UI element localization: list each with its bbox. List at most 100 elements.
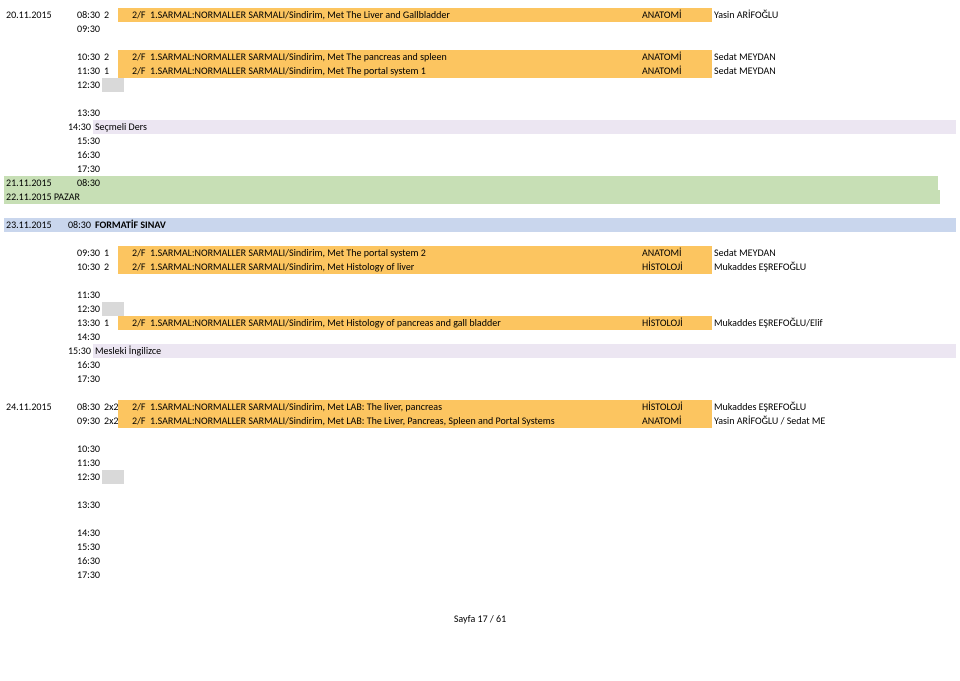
instructor-cell xyxy=(757,120,956,134)
department-cell: ANATOMİ xyxy=(640,414,712,428)
department-cell xyxy=(646,358,718,372)
schedule-row: 10:3022/F1.SARMAL:NORMALLER SARMALI/Sind… xyxy=(4,260,956,274)
description-cell xyxy=(154,372,646,386)
date-cell xyxy=(4,120,60,134)
instructor-cell xyxy=(718,526,938,540)
time-cell: 15:30 xyxy=(60,344,93,358)
page-footer: Sayfa 17 / 61 xyxy=(4,582,956,625)
date-cell xyxy=(4,498,66,512)
date-cell xyxy=(4,106,66,120)
date-cell xyxy=(4,414,66,428)
date-cell xyxy=(4,372,66,386)
department-cell: HİSTOLOJİ xyxy=(640,400,712,414)
date-cell xyxy=(4,358,66,372)
empty-cell xyxy=(102,190,940,204)
instructor-cell: Mukaddes EŞREFOĞLU/Elif xyxy=(712,316,932,330)
schedule-row: 16:30 xyxy=(4,358,956,372)
schedule-row: 13:30 xyxy=(4,106,956,120)
qty-cell xyxy=(102,498,124,512)
qty-cell xyxy=(102,134,124,148)
spacer-row xyxy=(4,232,956,246)
group-cell xyxy=(124,162,154,176)
time-cell: 12:30 xyxy=(66,78,102,92)
qty-cell xyxy=(102,568,124,582)
department-cell: HİSTOLOJİ xyxy=(640,260,712,274)
instructor-cell xyxy=(718,358,938,372)
date-cell xyxy=(4,64,66,78)
description-cell xyxy=(154,498,646,512)
schedule-row: 12:30 xyxy=(4,470,956,484)
department-cell xyxy=(646,162,718,176)
department-cell xyxy=(646,106,718,120)
date-cell xyxy=(4,22,66,36)
date-cell xyxy=(4,316,66,330)
description-cell xyxy=(154,22,646,36)
schedule-row: 20.11.201508:3022/F1.SARMAL:NORMALLER SA… xyxy=(4,8,956,22)
qty-cell xyxy=(102,302,124,316)
description-cell xyxy=(247,218,692,232)
description-cell xyxy=(247,344,692,358)
description-cell xyxy=(154,526,646,540)
schedule-row: 16:30 xyxy=(4,554,956,568)
qty-cell xyxy=(102,22,124,36)
instructor-cell: Yasin ARİFOĞLU xyxy=(712,8,932,22)
time-cell: 13:30 xyxy=(66,106,102,120)
date-cell: 23.11.2015 xyxy=(4,218,60,232)
qty-cell: Mesleki İngilizce xyxy=(93,344,220,358)
group-cell xyxy=(124,176,154,190)
time-cell: 11:30 xyxy=(66,64,102,78)
department-cell xyxy=(646,470,718,484)
instructor-cell xyxy=(718,162,938,176)
date-cell: 24.11.2015 xyxy=(4,400,66,414)
group-cell xyxy=(220,120,247,134)
schedule-row: 12:30 xyxy=(4,78,956,92)
schedule-row: 15:30 xyxy=(4,134,956,148)
group-cell xyxy=(124,106,154,120)
department-cell xyxy=(646,498,718,512)
group-cell xyxy=(124,568,154,582)
department-cell xyxy=(646,134,718,148)
time-cell: 17:30 xyxy=(66,568,102,582)
description-cell: 1.SARMAL:NORMALLER SARMALI/Sindirim, Met… xyxy=(148,414,640,428)
schedule-row: 09:3012/F1.SARMAL:NORMALLER SARMALI/Sind… xyxy=(4,246,956,260)
instructor-cell: Sedat MEYDAN xyxy=(712,64,932,78)
group-cell: 2/F xyxy=(118,414,148,428)
date-cell xyxy=(4,540,66,554)
group-cell xyxy=(124,498,154,512)
description-cell: 1.SARMAL:NORMALLER SARMALI/Sindirim, Met… xyxy=(148,316,640,330)
qty-cell xyxy=(102,526,124,540)
description-cell xyxy=(154,134,646,148)
instructor-cell xyxy=(718,106,938,120)
time-cell: 16:30 xyxy=(66,148,102,162)
department-cell: HİSTOLOJİ xyxy=(640,316,712,330)
date-cell: 21.11.2015 xyxy=(4,176,66,190)
date-cell xyxy=(4,246,66,260)
department-cell xyxy=(646,330,718,344)
time-cell: 10:30 xyxy=(66,442,102,456)
time-cell: 08:30 xyxy=(66,176,102,190)
schedule-row: 17:30 xyxy=(4,162,956,176)
description-cell xyxy=(154,162,646,176)
schedule-row: 12:30 xyxy=(4,302,956,316)
date-cell xyxy=(4,134,66,148)
time-cell: 14:30 xyxy=(60,120,93,134)
group-cell xyxy=(124,470,154,484)
description-cell xyxy=(154,176,646,190)
instructor-cell xyxy=(718,176,938,190)
department-cell: ANATOMİ xyxy=(640,64,712,78)
date-cell xyxy=(4,330,66,344)
time-cell: 12:30 xyxy=(66,302,102,316)
description-cell xyxy=(154,78,646,92)
spacer-row xyxy=(4,512,956,526)
time-cell: 13:30 xyxy=(66,498,102,512)
description-cell xyxy=(154,148,646,162)
description-cell xyxy=(154,442,646,456)
description-cell: 1.SARMAL:NORMALLER SARMALI/Sindirim, Met… xyxy=(148,246,640,260)
group-cell xyxy=(124,442,154,456)
spacer-row xyxy=(4,274,956,288)
department-cell xyxy=(646,288,718,302)
time-cell: 09:30 xyxy=(66,414,102,428)
qty-cell xyxy=(102,330,124,344)
date-cell xyxy=(4,456,66,470)
schedule-row: 15:30 xyxy=(4,540,956,554)
